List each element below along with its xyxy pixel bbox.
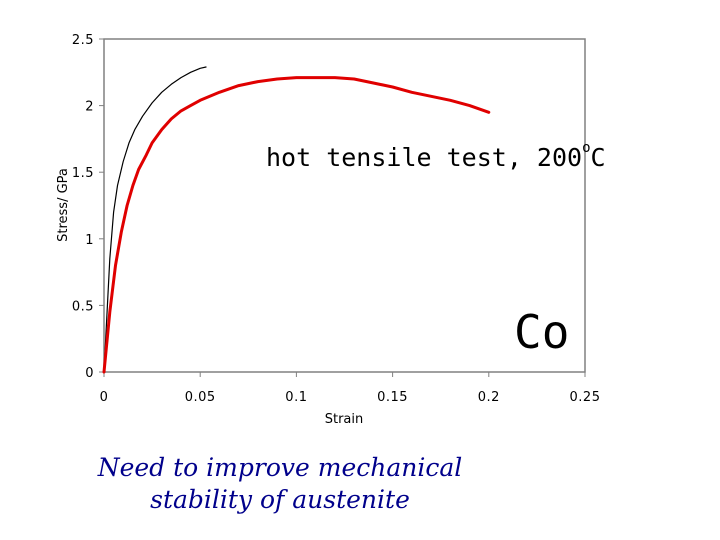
- x-tick-label: 0.25: [570, 390, 601, 405]
- y-axis-title: Stress/ GPa: [56, 168, 71, 242]
- caption-line-2: stability of austenite: [150, 485, 410, 514]
- y-tick-label: 1: [85, 233, 94, 248]
- y-tick-label: 0.5: [72, 299, 94, 314]
- series-line-1: [103, 66, 207, 373]
- x-axis-ticks: 0 0.05 0.1 0.15 0.2 0.25: [100, 372, 601, 405]
- x-tick-label: 0.05: [185, 390, 216, 405]
- y-tick-label: 2.5: [72, 33, 94, 48]
- caption-line-1: Need to improve mechanical: [97, 453, 463, 482]
- x-tick-label: 0.1: [285, 390, 307, 405]
- annotation-text: hot tensile test, 200: [266, 143, 582, 172]
- element-label: Co: [514, 305, 569, 359]
- annotation-unit: C: [591, 143, 606, 172]
- series-layer: [102, 66, 491, 374]
- y-tick-label: 2: [85, 100, 94, 115]
- y-axis-ticks: 0 0.5 1 1.5 2 2.5: [72, 33, 104, 381]
- x-tick-label: 0.2: [478, 390, 500, 405]
- caption: Need to improve mechanical stability of …: [60, 452, 500, 516]
- series-line-2: [102, 76, 491, 374]
- y-tick-label: 0: [85, 366, 94, 381]
- x-tick-label: 0: [100, 390, 109, 405]
- annotation-degree-symbol: o: [582, 140, 590, 156]
- x-axis-title: Strain: [325, 412, 364, 427]
- y-tick-label: 1.5: [72, 166, 94, 181]
- plot-area: [103, 38, 586, 373]
- chart-annotation: hot tensile test, 200oC: [266, 140, 606, 172]
- x-tick-label: 0.15: [377, 390, 408, 405]
